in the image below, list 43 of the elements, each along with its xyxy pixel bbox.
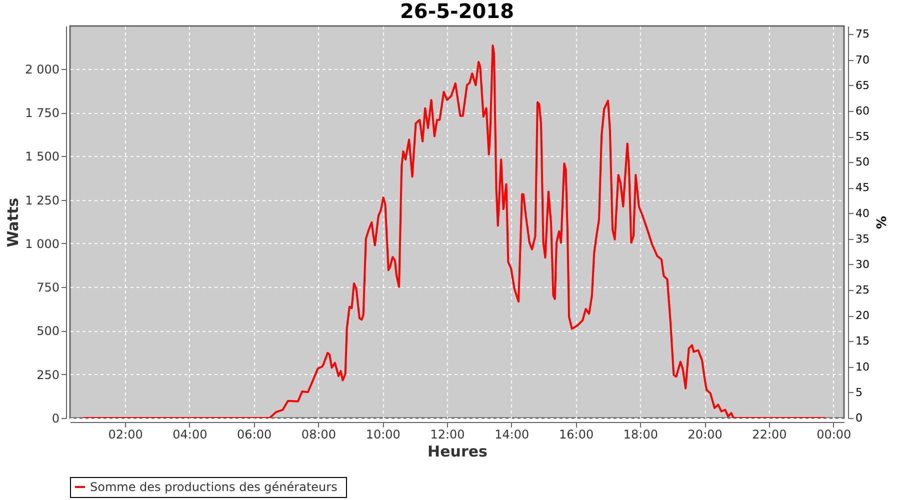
y-tick-label: 1 000 xyxy=(25,236,60,251)
y-tick-label: 500 xyxy=(36,324,60,338)
x-axis-title: Heures xyxy=(428,442,488,460)
y-tick-label: 2 000 xyxy=(25,62,60,76)
x-tick-label: 20:00 xyxy=(688,428,722,442)
y-tick-label: 1 750 xyxy=(25,106,60,120)
x-tick-label: 08:00 xyxy=(301,428,336,442)
line-series xyxy=(82,44,826,418)
x-tick-label: 06:00 xyxy=(237,428,272,442)
y2-tick-label: 10 xyxy=(856,360,870,374)
y2-tick-label: 35 xyxy=(856,232,870,246)
y2-tick-label: 40 xyxy=(856,206,870,220)
y2-axis-title: % xyxy=(872,216,888,230)
y2-tick-label: 30 xyxy=(856,258,870,271)
y2-tick-label: 15 xyxy=(856,334,870,348)
x-tick-label: 00:00 xyxy=(816,428,852,442)
y2-tick-label: 55 xyxy=(856,130,870,144)
x-tick-label: 04:00 xyxy=(172,428,208,442)
y2-tick-label: 25 xyxy=(856,284,870,297)
y2-tick-label: 50 xyxy=(856,156,870,169)
x-tick-label: 14:00 xyxy=(494,428,530,442)
x-tick-label: 16:00 xyxy=(559,428,594,442)
chart-title: 26-5-2018 xyxy=(400,0,514,23)
y2-tick-label: 20 xyxy=(856,309,870,322)
y2-tick-label: 0 xyxy=(856,412,862,424)
y-tick-label: 0 xyxy=(52,412,60,426)
x-tick-label: 12:00 xyxy=(430,428,465,442)
x-tick-label: 10:00 xyxy=(366,428,400,442)
y-tick-label: 250 xyxy=(36,368,60,382)
y-tick-label: 1 250 xyxy=(25,193,60,208)
y2-tick-label: 75 xyxy=(856,28,870,41)
y-axis-title: Watts xyxy=(4,198,22,248)
y2-tick-label: 65 xyxy=(856,78,870,92)
y2-tick-label: 45 xyxy=(856,181,870,194)
x-tick-label: 18:00 xyxy=(623,428,658,442)
y2-tick-label: 60 xyxy=(856,104,870,118)
x-tick-label: 22:00 xyxy=(752,428,787,442)
y2-tick-label: 70 xyxy=(856,53,870,66)
x-tick-label: 02:00 xyxy=(108,428,143,442)
y-tick-label: 750 xyxy=(36,280,60,295)
legend-label: Somme des productions des générateurs xyxy=(90,480,338,494)
y2-tick-label: 5 xyxy=(856,386,862,399)
y-tick-label: 1 500 xyxy=(25,150,60,164)
